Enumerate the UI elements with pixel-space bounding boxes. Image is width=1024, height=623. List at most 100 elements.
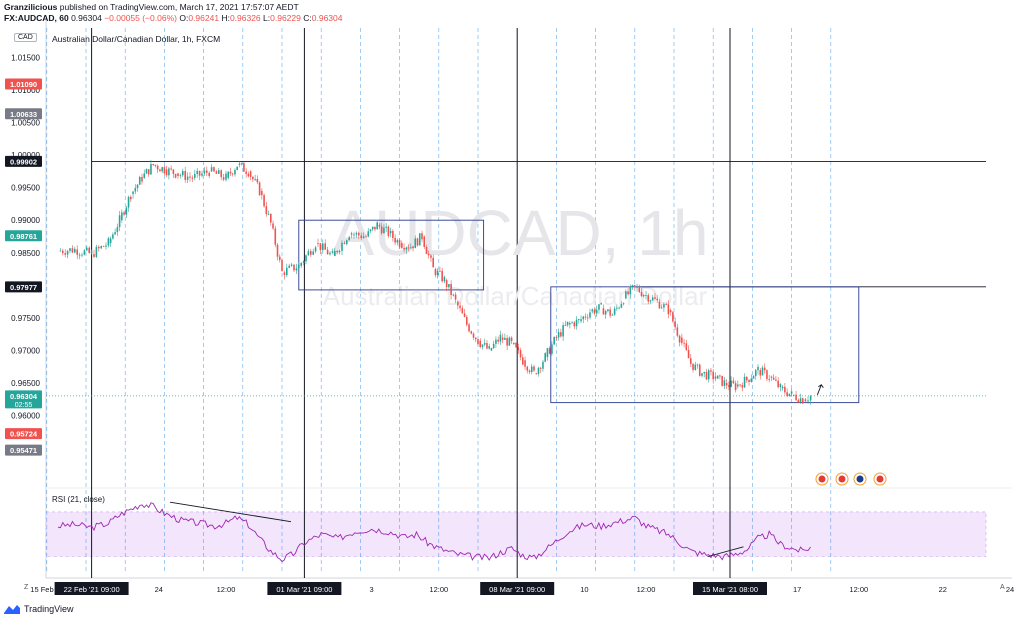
x-tick-highlight — [693, 582, 767, 595]
rsi-trendline-1[interactable] — [169, 501, 292, 523]
candle-body — [495, 339, 497, 344]
candle-body — [766, 370, 768, 379]
candle-body — [721, 375, 723, 386]
candle-body — [732, 380, 735, 384]
y-tick-label: 1.00000 — [11, 151, 40, 160]
candle-body — [88, 247, 90, 253]
candle-body — [336, 250, 338, 253]
candle-body — [611, 314, 614, 316]
auto-scale-button[interactable]: A — [1000, 584, 1005, 591]
price-label-text: 0.99902 — [10, 157, 37, 166]
symbol: FX:AUDCAD, 60 — [4, 13, 69, 23]
candle-body — [69, 248, 71, 252]
price-label-tag — [5, 78, 42, 90]
candle-body — [571, 322, 573, 324]
candle-body — [346, 240, 348, 245]
candle-body — [474, 337, 477, 340]
candle-body — [638, 286, 641, 292]
candle-body — [220, 170, 222, 178]
candle-body — [795, 394, 797, 400]
candle-body — [454, 294, 457, 300]
zoom-reset-button[interactable]: Z — [24, 584, 29, 591]
y-tick-label: 0.99000 — [11, 216, 40, 225]
candle-body — [714, 376, 717, 379]
candle-body — [218, 170, 220, 174]
y-tick-label: 0.96000 — [11, 412, 40, 421]
candle-body — [629, 286, 632, 295]
candle-body — [748, 379, 750, 382]
candle-body — [625, 291, 627, 299]
candle-body — [305, 255, 307, 262]
candle-body — [678, 335, 681, 343]
price-label-text: 0.95471 — [10, 446, 37, 455]
candle-body — [499, 334, 502, 342]
x-tick-highlight — [267, 582, 342, 595]
candle-body — [191, 177, 194, 179]
tradingview-brand[interactable]: TradingView — [24, 604, 74, 614]
candle-body — [544, 353, 546, 362]
candle-body — [194, 173, 196, 178]
close-label: C: — [303, 13, 312, 23]
candle-body — [604, 311, 607, 315]
publish-info: published on TradingView.com, March 17, … — [57, 2, 299, 12]
candle-body — [105, 245, 107, 247]
candle-body — [797, 399, 800, 403]
candle-body — [243, 163, 245, 172]
candle-body — [418, 233, 421, 246]
currency-badge[interactable]: CAD — [14, 33, 37, 42]
candle-body — [252, 176, 254, 180]
candle-body — [98, 246, 100, 249]
candle-body — [461, 308, 464, 314]
candle-body — [136, 184, 139, 189]
price-pane[interactable] — [46, 28, 1012, 458]
candle-body — [725, 383, 728, 386]
candle-body — [334, 250, 336, 257]
candle-body — [93, 254, 95, 257]
rsi-line[interactable] — [57, 502, 811, 563]
candle-body — [186, 176, 189, 180]
candle-body — [434, 269, 437, 276]
candle-body — [515, 342, 517, 348]
candle-body — [134, 188, 137, 192]
candle-body — [123, 212, 125, 215]
candle-body — [389, 230, 392, 234]
candle-body — [566, 321, 569, 326]
candle-body — [492, 343, 495, 349]
candle-body — [116, 227, 119, 233]
candle-body — [156, 165, 159, 170]
candle-body — [564, 325, 567, 326]
candle-body — [441, 270, 443, 282]
candle-body — [647, 295, 650, 302]
candle-body — [62, 250, 64, 254]
rsi-label: RSI (21, close) — [52, 495, 105, 504]
candle-body — [481, 344, 484, 347]
candle-body — [809, 395, 812, 401]
candle-body — [100, 246, 102, 249]
candle-body — [786, 392, 788, 397]
candle-body — [227, 171, 230, 178]
candle-body — [423, 236, 426, 247]
candle-body — [403, 247, 405, 250]
candle-body — [184, 171, 186, 180]
candle-body — [651, 297, 654, 301]
candle-body — [392, 230, 394, 239]
rsi-trendline-2[interactable] — [707, 546, 744, 558]
candle-body — [508, 337, 511, 346]
author[interactable]: Granzilicious — [4, 2, 58, 12]
candle-body — [196, 170, 198, 174]
price-label-tag — [5, 428, 42, 440]
candle-body — [86, 247, 88, 251]
range-box-2[interactable] — [550, 286, 860, 404]
candle-body — [272, 223, 274, 229]
x-tick-label: 12:00 — [637, 585, 656, 594]
x-tick-highlight — [54, 582, 129, 595]
candle-body — [683, 342, 685, 344]
candle-body — [295, 268, 298, 271]
range-box-1[interactable] — [298, 219, 485, 291]
event-flag-icon — [818, 475, 826, 483]
chart-header: Granzilicious published on TradingView.c… — [4, 2, 342, 24]
candle-body — [283, 272, 286, 276]
audcad-chart[interactable]: AUDCAD, 1h Australian Dollar/Canadian Dol… — [0, 0, 1024, 603]
arrow-annotation[interactable] — [816, 384, 824, 395]
candle-body — [526, 366, 529, 371]
